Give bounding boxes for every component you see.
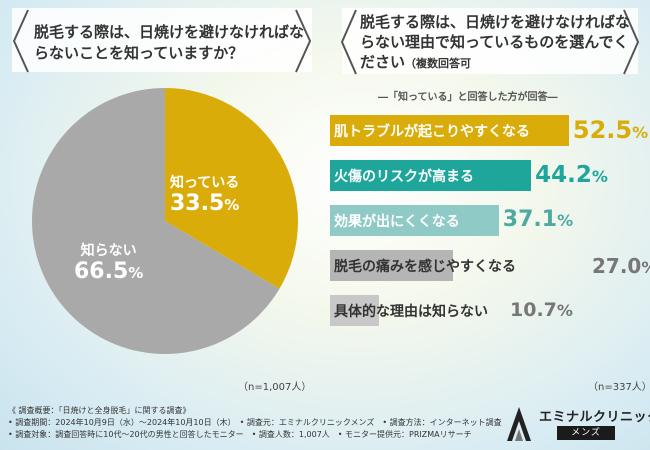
bar-label: 火傷のリスクが高まる [334,169,474,185]
bar-value-number: 10.7 [510,299,557,322]
clinic-logo-sub: メンズ [557,426,615,440]
left-sample-size: （n=1,007人） [238,382,312,393]
bar-value-number: 52.5 [572,116,633,145]
clinic-logo-name: エミナルクリニック [539,410,650,425]
bar-row: 火傷のリスクが高まる 44.2% [330,160,630,191]
bar-label: 具体的な理由は知らない [334,304,488,320]
right-question-note: （複数回答可 [405,57,472,70]
left-question-frame [12,8,312,73]
bar-value-unit: % [641,258,650,277]
left-question-box: 脱毛する際は、日焼けを避けなければならないことを知っていますか？ [4,6,320,78]
pie-chart-svg [32,88,298,354]
bar-label: 肌トラブルが起こりやすくなる [334,124,530,140]
left-question-text: 脱毛する際は、日焼けを避けなければならないことを知っていますか？ [34,23,305,62]
bar-value-label: 27.0% [592,254,650,278]
bar-value-number: 37.1 [502,207,558,233]
clinic-logo: エミナルクリニック メンズ [505,403,650,445]
pie-slice-yes [165,88,298,289]
pie-label-no-value: 66.5% [74,259,144,284]
bar-value-number: 44.2 [535,161,592,188]
bar-value-unit: % [557,211,574,231]
right-question-main: 脱毛する際は、日焼けを避けなければならない理由で知っているものを選んでください [360,13,631,71]
right-question-text: 脱毛する際は、日焼けを避けなければならない理由で知っているものを選んでください（… [360,12,635,74]
bar [330,205,499,236]
bar [330,160,532,191]
bar [330,115,569,146]
bar-row: 肌トラブルが起こりやすくなる 52.5% [330,115,648,146]
right-sample-size: （n=337人） [588,382,650,393]
bar-row: 脱毛の痛みを感じやすくなる 27.0% [330,250,650,281]
pie-label-yes-name: 知っている [170,175,240,191]
bar-value-unit: % [632,123,649,143]
bar-value-label: 37.1% [503,207,573,232]
survey-summary: 《 調査概要：「日焼けと全身脱毛」に関する調査》 • 調査期間：2024年10月… [8,405,502,441]
bar-row: 効果が出にくくなる 37.1% [330,205,630,236]
survey-summary-title: 《 調査概要：「日焼けと全身脱毛」に関する調査》 [8,406,191,415]
pie-chart: 知っている 33.5% 知らない 66.5% [30,86,300,356]
bar-value-label: 44.2% [535,162,608,188]
survey-summary-period: • 調査期間：2024年10月9日（水）〜2024年10月10日（木） • 調査… [8,418,502,427]
bar-value-unit: % [556,301,573,321]
right-question-frame [340,8,640,75]
bar-value-label: 10.7% [510,299,573,321]
pie-label-yes-value: 33.5% [170,191,240,216]
bar [330,295,379,326]
bar [330,250,453,281]
pie-label-no-name: 知らない [80,243,137,259]
bar-label: 効果が出にくくなる [334,214,460,230]
bar-label: 脱毛の痛みを感じやすくなる [334,259,516,275]
pie-label-no: 知らない 66.5% [74,240,143,285]
clinic-logo-mark-icon [507,407,531,441]
bar-row: 具体的な理由は知らない 10.7% [330,295,630,326]
right-question-box: 脱毛する際は、日焼けを避けなければならない理由で知っているものを選んでください（… [334,6,646,78]
survey-summary-target: • 調査対象：調査回答時に10代〜20代の男性と回答したモニター • 調査人数：… [8,430,472,439]
bar-chart-subheading: ―「知っている」と回答した方が回答― [378,92,558,103]
bar-value-unit: % [591,166,608,186]
pie-slice-no [32,88,280,354]
bar-value-label: 52.5% [573,116,648,144]
pie-label-yes: 知っている 33.5% [170,172,239,217]
bar-value-number: 27.0 [592,253,642,278]
